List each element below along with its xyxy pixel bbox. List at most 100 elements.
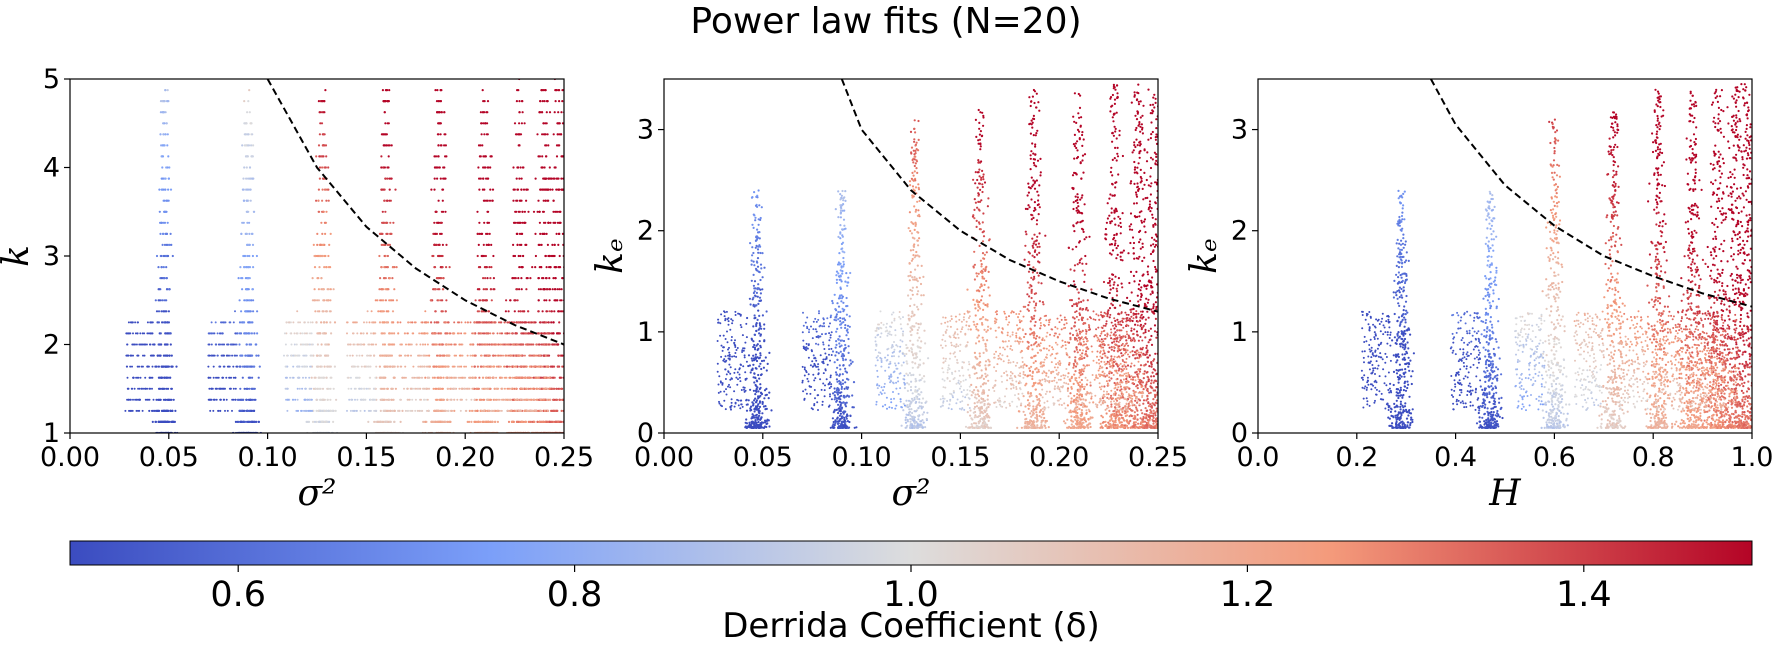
scatter-point: [556, 133, 559, 136]
scatter-point: [481, 89, 484, 92]
scatter-point: [493, 288, 496, 291]
scatter-point: [445, 376, 448, 379]
scatter-point: [517, 376, 520, 379]
scatter-point: [161, 155, 165, 158]
scatter-point: [529, 321, 531, 324]
scatter-point: [470, 365, 473, 368]
scatter-point: [424, 310, 427, 313]
scatter-point: [143, 332, 146, 335]
scatter-point: [310, 409, 313, 412]
scatter-point: [166, 133, 169, 136]
scatter-point: [241, 420, 244, 423]
scatter-point: [538, 387, 541, 390]
scatter-point: [318, 254, 321, 258]
scatter-point: [567, 277, 569, 279]
scatter-point: [749, 371, 752, 374]
scatter-point: [470, 398, 473, 401]
scatter-point: [164, 365, 167, 368]
scatter-point: [555, 188, 558, 191]
scatter-point: [432, 332, 435, 335]
scatter-point: [500, 409, 503, 412]
scatter-point: [244, 420, 248, 423]
scatter-point: [493, 409, 496, 412]
scatter-point: [321, 387, 325, 390]
scatter-point: [161, 321, 164, 324]
scatter-point: [519, 310, 522, 313]
scatter-point: [491, 332, 494, 335]
scatter-point: [540, 332, 543, 335]
scatter-point: [484, 299, 487, 302]
scatter-point: [566, 421, 568, 423]
scatter-point: [163, 199, 166, 202]
scatter-point: [241, 221, 244, 224]
scatter-point: [497, 354, 500, 357]
scatter-point: [320, 376, 323, 379]
scatter-point: [573, 421, 575, 423]
scatter-point: [480, 332, 483, 335]
scatter-point: [243, 387, 246, 390]
scatter-point: [551, 254, 554, 258]
scatter-point: [158, 398, 161, 401]
scatter-point: [558, 332, 562, 335]
scatter-point: [509, 343, 512, 346]
scatter-point: [543, 365, 546, 368]
scatter-point: [503, 387, 506, 390]
scatter-point: [380, 155, 383, 158]
scatter-point: [452, 376, 455, 379]
scatter-point: [231, 409, 233, 412]
scatter-point: [543, 376, 546, 379]
scatter-point: [544, 321, 547, 324]
scatter-point: [499, 365, 501, 368]
scatter-point: [438, 288, 441, 291]
scatter-point: [386, 199, 389, 202]
scatter-point: [489, 398, 493, 401]
scatter-point: [548, 277, 551, 280]
scatter-point: [320, 420, 324, 423]
scatter-point: [357, 343, 360, 346]
scatter-point: [480, 133, 483, 136]
scatter-point: [529, 409, 532, 412]
scatter-point: [558, 221, 561, 224]
scatter-point: [548, 387, 551, 390]
scatter-point: [253, 365, 256, 368]
scatter-point: [478, 232, 481, 235]
scatter-point: [496, 365, 499, 368]
scatter-point: [534, 177, 537, 180]
scatter-point: [476, 288, 479, 291]
scatter-point: [356, 398, 359, 401]
scatter-point: [764, 356, 767, 359]
scatter-point: [493, 398, 496, 401]
scatter-point: [388, 420, 391, 423]
scatter-point: [351, 409, 354, 412]
scatter-point: [389, 343, 393, 346]
scatter-point: [221, 387, 224, 390]
scatter-point: [564, 321, 566, 323]
scatter-point: [507, 354, 510, 357]
scatter-point: [568, 388, 570, 390]
scatter-point: [361, 398, 364, 401]
scatter-point: [129, 321, 132, 324]
scatter-point: [384, 299, 387, 302]
scatter-point: [320, 365, 323, 368]
scatter-point: [151, 387, 153, 390]
scatter-point: [251, 155, 254, 158]
scatter-point: [391, 387, 394, 390]
scatter-point: [315, 321, 318, 324]
scatter-point: [437, 387, 440, 390]
scatter-point: [565, 421, 567, 423]
scatter-point: [476, 409, 479, 412]
scatter-point: [422, 343, 424, 346]
scatter-point: [326, 398, 329, 401]
scatter-point: [530, 321, 533, 324]
scatter-point: [131, 365, 133, 368]
scatter-point: [546, 354, 549, 357]
scatter-point: [209, 376, 212, 379]
scatter-point: [322, 210, 325, 213]
scatter-point: [397, 332, 400, 335]
scatter-point: [566, 432, 568, 434]
scatter-point: [327, 188, 330, 191]
scatter-point: [324, 232, 327, 235]
scatter-point: [474, 409, 477, 412]
scatter-point: [383, 365, 386, 368]
scatter-point: [468, 376, 471, 379]
